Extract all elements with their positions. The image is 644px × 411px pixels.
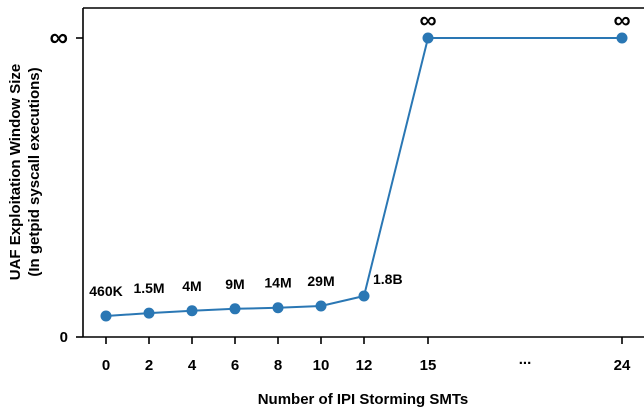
x-axis-ticks: 0 2 4 6 8 10 12 15... 24 — [102, 337, 631, 374]
y-tick-label-zero: 0 — [60, 329, 68, 346]
data-point — [186, 305, 198, 317]
x-tick-label: 8 — [274, 357, 282, 374]
data-point — [315, 300, 327, 312]
series-line — [105, 37, 622, 317]
y-axis-title-line2: (In getpid syscall executions) — [26, 67, 43, 276]
x-tick-label: 4 — [188, 357, 197, 374]
x-tick-label: 6 — [231, 357, 239, 374]
data-point — [358, 290, 370, 302]
data-label: 1.5M — [133, 280, 164, 296]
y-axis-ticks: 0 ∞ — [49, 22, 83, 346]
data-label: 29M — [307, 273, 334, 289]
data-label: 9M — [225, 276, 244, 292]
data-label: 460K — [89, 283, 122, 299]
x-tick-label: 10 — [313, 357, 330, 374]
x-axis-title: Number of IPI Storming SMTs — [258, 391, 469, 408]
x-tick-label: ... — [519, 351, 532, 368]
data-points — [100, 32, 628, 322]
data-labels: 460K 1.5M 4M 9M 14M 29M 1.8B ∞ ∞ — [89, 7, 630, 299]
data-point — [229, 303, 241, 315]
y-axis-title-line1: UAF Exploitation Window Size — [7, 64, 24, 281]
data-label: 14M — [264, 275, 291, 291]
data-label: 1.8B — [373, 271, 403, 287]
data-label: ∞ — [613, 7, 630, 34]
data-point — [272, 302, 284, 314]
data-label: ∞ — [419, 7, 436, 34]
data-label: 4M — [182, 278, 201, 294]
data-point — [143, 307, 155, 319]
y-axis-title: UAF Exploitation Window Size (In getpid … — [7, 64, 43, 281]
x-tick-label: 15 — [420, 357, 437, 374]
series-line-group — [105, 37, 622, 317]
x-tick-label: 0 — [102, 357, 110, 374]
plot-frame — [82, 7, 644, 338]
x-tick-label: 2 — [145, 357, 153, 374]
data-point — [616, 32, 628, 44]
x-tick-label: 12 — [356, 357, 373, 374]
data-point — [422, 32, 434, 44]
data-point — [100, 310, 112, 322]
x-tick-label: 24 — [614, 357, 631, 374]
y-tick-label-infinity: ∞ — [49, 22, 68, 52]
